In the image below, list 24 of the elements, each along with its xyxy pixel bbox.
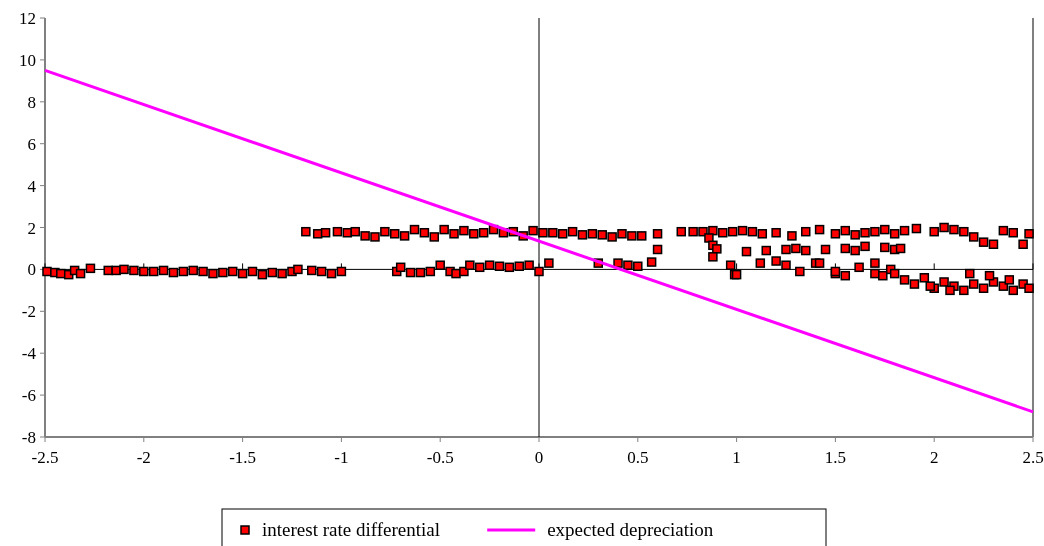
y-tick-label: 0	[27, 260, 36, 280]
x-tick-label: 0	[534, 448, 544, 467]
x-tick-label: -1	[334, 448, 349, 467]
x-tick-label: 1	[732, 448, 741, 467]
y-tick-label: -8	[21, 428, 36, 447]
y-tick-label: 12	[19, 9, 36, 28]
y-tick-label: -6	[21, 386, 36, 406]
x-tick-label: 2	[929, 448, 939, 467]
x-tick-label: 0.5	[627, 448, 649, 467]
x-tick-label: -2	[136, 448, 151, 467]
y-tick-label: -2	[21, 302, 36, 322]
x-tick-label: 2.5	[1022, 448, 1044, 467]
x-tick-label: -2.5	[31, 448, 59, 467]
y-tick-label: 6	[27, 134, 36, 154]
y-tick-label: 4	[27, 176, 37, 196]
y-tick-label: -4	[21, 344, 37, 364]
legend-label: expected depreciation	[547, 519, 714, 540]
legend-label: interest rate differential	[262, 519, 440, 540]
x-tick-label: -0.5	[426, 448, 454, 467]
x-tick-label: -1.5	[229, 448, 257, 467]
y-tick-label: 8	[27, 92, 36, 112]
x-tick-label: 1.5	[824, 448, 847, 467]
y-tick-label: 10	[19, 50, 36, 70]
y-tick-label: 2	[27, 218, 36, 238]
